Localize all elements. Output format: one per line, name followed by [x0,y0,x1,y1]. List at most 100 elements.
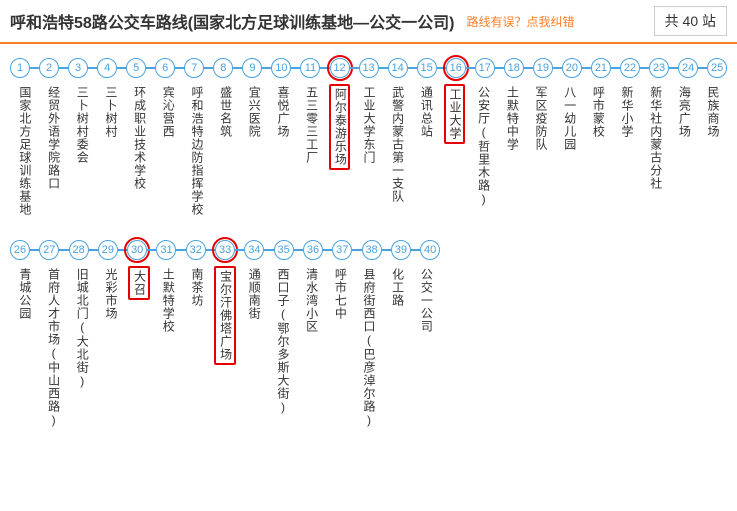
stop-node[interactable]: 26 [10,240,30,260]
stop-node[interactable]: 34 [244,240,264,260]
route-container: 1234567891011121314151617181920212223242… [0,44,737,462]
stop-node[interactable]: 4 [97,58,117,78]
stop-label[interactable]: 阿尔泰游乐场 [329,84,350,170]
stop-label[interactable]: 青城公园 [16,266,33,322]
stop-label[interactable]: 环成职业技术学校 [130,84,147,192]
stop-label[interactable]: 旧城北门(大北街) [73,266,90,391]
stop-label[interactable]: 通讯总站 [417,84,434,140]
stop-label[interactable]: 宜兴医院 [245,84,262,140]
stop-label[interactable]: 西口子(鄂尔多斯大街) [274,266,291,417]
stop-node[interactable]: 24 [678,58,698,78]
stop-node[interactable]: 15 [417,58,437,78]
count-value: 40 [683,13,699,29]
connector [323,249,332,251]
stop-label[interactable]: 工业大学东门 [360,84,377,166]
stop-label[interactable]: 国家北方足球训练基地 [16,84,33,218]
stop-label[interactable]: 光彩市场 [102,266,119,322]
stop-label[interactable]: 大召 [128,266,149,300]
stop-label[interactable]: 呼市七中 [331,266,348,322]
stop-label[interactable]: 海亮广场 [675,84,692,140]
label-slot: 工业大学 [440,84,469,218]
stop-label[interactable]: 呼市蒙校 [589,84,606,140]
stop-node[interactable]: 20 [562,58,582,78]
stop-node[interactable]: 3 [68,58,88,78]
stop-label[interactable]: 土默特中学 [503,84,520,153]
stop-label[interactable]: 工业大学 [444,84,465,144]
stop-node[interactable]: 22 [620,58,640,78]
count-suffix: 站 [698,13,716,29]
label-slot: 公安厅(哲里木路) [469,84,498,218]
stop-node[interactable]: 11 [300,58,320,78]
connector [320,67,329,69]
stop-node[interactable]: 14 [388,58,408,78]
stop-node[interactable]: 1 [10,58,30,78]
stop-node[interactable]: 36 [303,240,323,260]
stop-node[interactable]: 13 [359,58,379,78]
connector [640,67,649,69]
stop-label[interactable]: 县府街西口(巴彦淖尔路) [360,266,377,430]
stop-label[interactable]: 化工路 [388,266,405,309]
label-slot: 海亮广场 [669,84,698,218]
stop-label[interactable]: 土默特学校 [159,266,176,335]
stop-node[interactable]: 39 [391,240,411,260]
connector [379,67,388,69]
label-slot: 土默特学校 [153,266,182,430]
label-slot: 宾沁营西 [153,84,182,218]
stop-node[interactable]: 35 [274,240,294,260]
stop-label[interactable]: 五三零三工厂 [302,84,319,166]
stop-label[interactable]: 喜悦广场 [274,84,291,140]
connector [495,67,504,69]
stop-node[interactable]: 29 [98,240,118,260]
stop-label[interactable]: 八一幼儿园 [561,84,578,153]
label-slot: 军区疫防队 [526,84,555,218]
stop-node[interactable]: 31 [156,240,176,260]
stop-node[interactable]: 40 [420,240,440,260]
stop-label[interactable]: 公安厅(哲里木路) [474,84,491,209]
stop-label[interactable]: 武警内蒙古第一支队 [388,84,405,205]
stop-node[interactable]: 30 [127,240,147,260]
stop-node[interactable]: 27 [39,240,59,260]
stop-label[interactable]: 经贸外语学院路口 [44,84,61,192]
stop-node[interactable]: 19 [533,58,553,78]
stop-node[interactable]: 28 [69,240,89,260]
stop-node[interactable]: 37 [332,240,352,260]
stop-node[interactable]: 7 [184,58,204,78]
stop-node[interactable]: 16 [446,58,466,78]
stop-label[interactable]: 三卜树村委会 [73,84,90,166]
stop-label[interactable]: 军区疫防队 [532,84,549,153]
stop-node[interactable]: 23 [649,58,669,78]
stop-label[interactable]: 首府人才市场(中山西路) [44,266,61,430]
connector [30,67,39,69]
connector [264,249,273,251]
stop-label[interactable]: 公交一公司 [417,266,434,335]
stop-label[interactable]: 清水湾小区 [302,266,319,335]
header: 呼和浩特58路公交车路线(国家北方足球训练基地—公交一公司) 路线有误？点我纠错… [0,0,737,44]
stop-label[interactable]: 盛世名筑 [216,84,233,140]
stop-node[interactable]: 25 [707,58,727,78]
stop-label[interactable]: 呼和浩特边防指挥学校 [188,84,205,218]
stop-node[interactable]: 6 [155,58,175,78]
stop-label[interactable]: 宾沁营西 [159,84,176,140]
stop-node[interactable]: 9 [242,58,262,78]
stop-label[interactable]: 新华小学 [618,84,635,140]
stop-node[interactable]: 33 [215,240,235,260]
feedback-link[interactable]: 路线有误？点我纠错 [466,13,574,30]
stop-label[interactable]: 三卜树村 [102,84,119,140]
stop-node[interactable]: 2 [39,58,59,78]
stop-node[interactable]: 38 [362,240,382,260]
stop-node[interactable]: 5 [126,58,146,78]
stop-node[interactable]: 21 [591,58,611,78]
stop-node[interactable]: 8 [213,58,233,78]
connector [669,67,678,69]
stop-node[interactable]: 17 [475,58,495,78]
stop-label[interactable]: 新华社内蒙古分社 [647,84,664,192]
stop-label[interactable]: 宝尔汗佛塔广场 [214,266,235,365]
stop-node[interactable]: 32 [186,240,206,260]
stop-label[interactable]: 民族商场 [704,84,721,140]
stop-label[interactable]: 南茶坊 [188,266,205,309]
stop-node[interactable]: 18 [504,58,524,78]
stop-label[interactable]: 通顺南街 [245,266,262,322]
stop-node[interactable]: 12 [330,58,350,78]
stop-node[interactable]: 10 [271,58,291,78]
label-slot: 盛世名筑 [211,84,240,218]
